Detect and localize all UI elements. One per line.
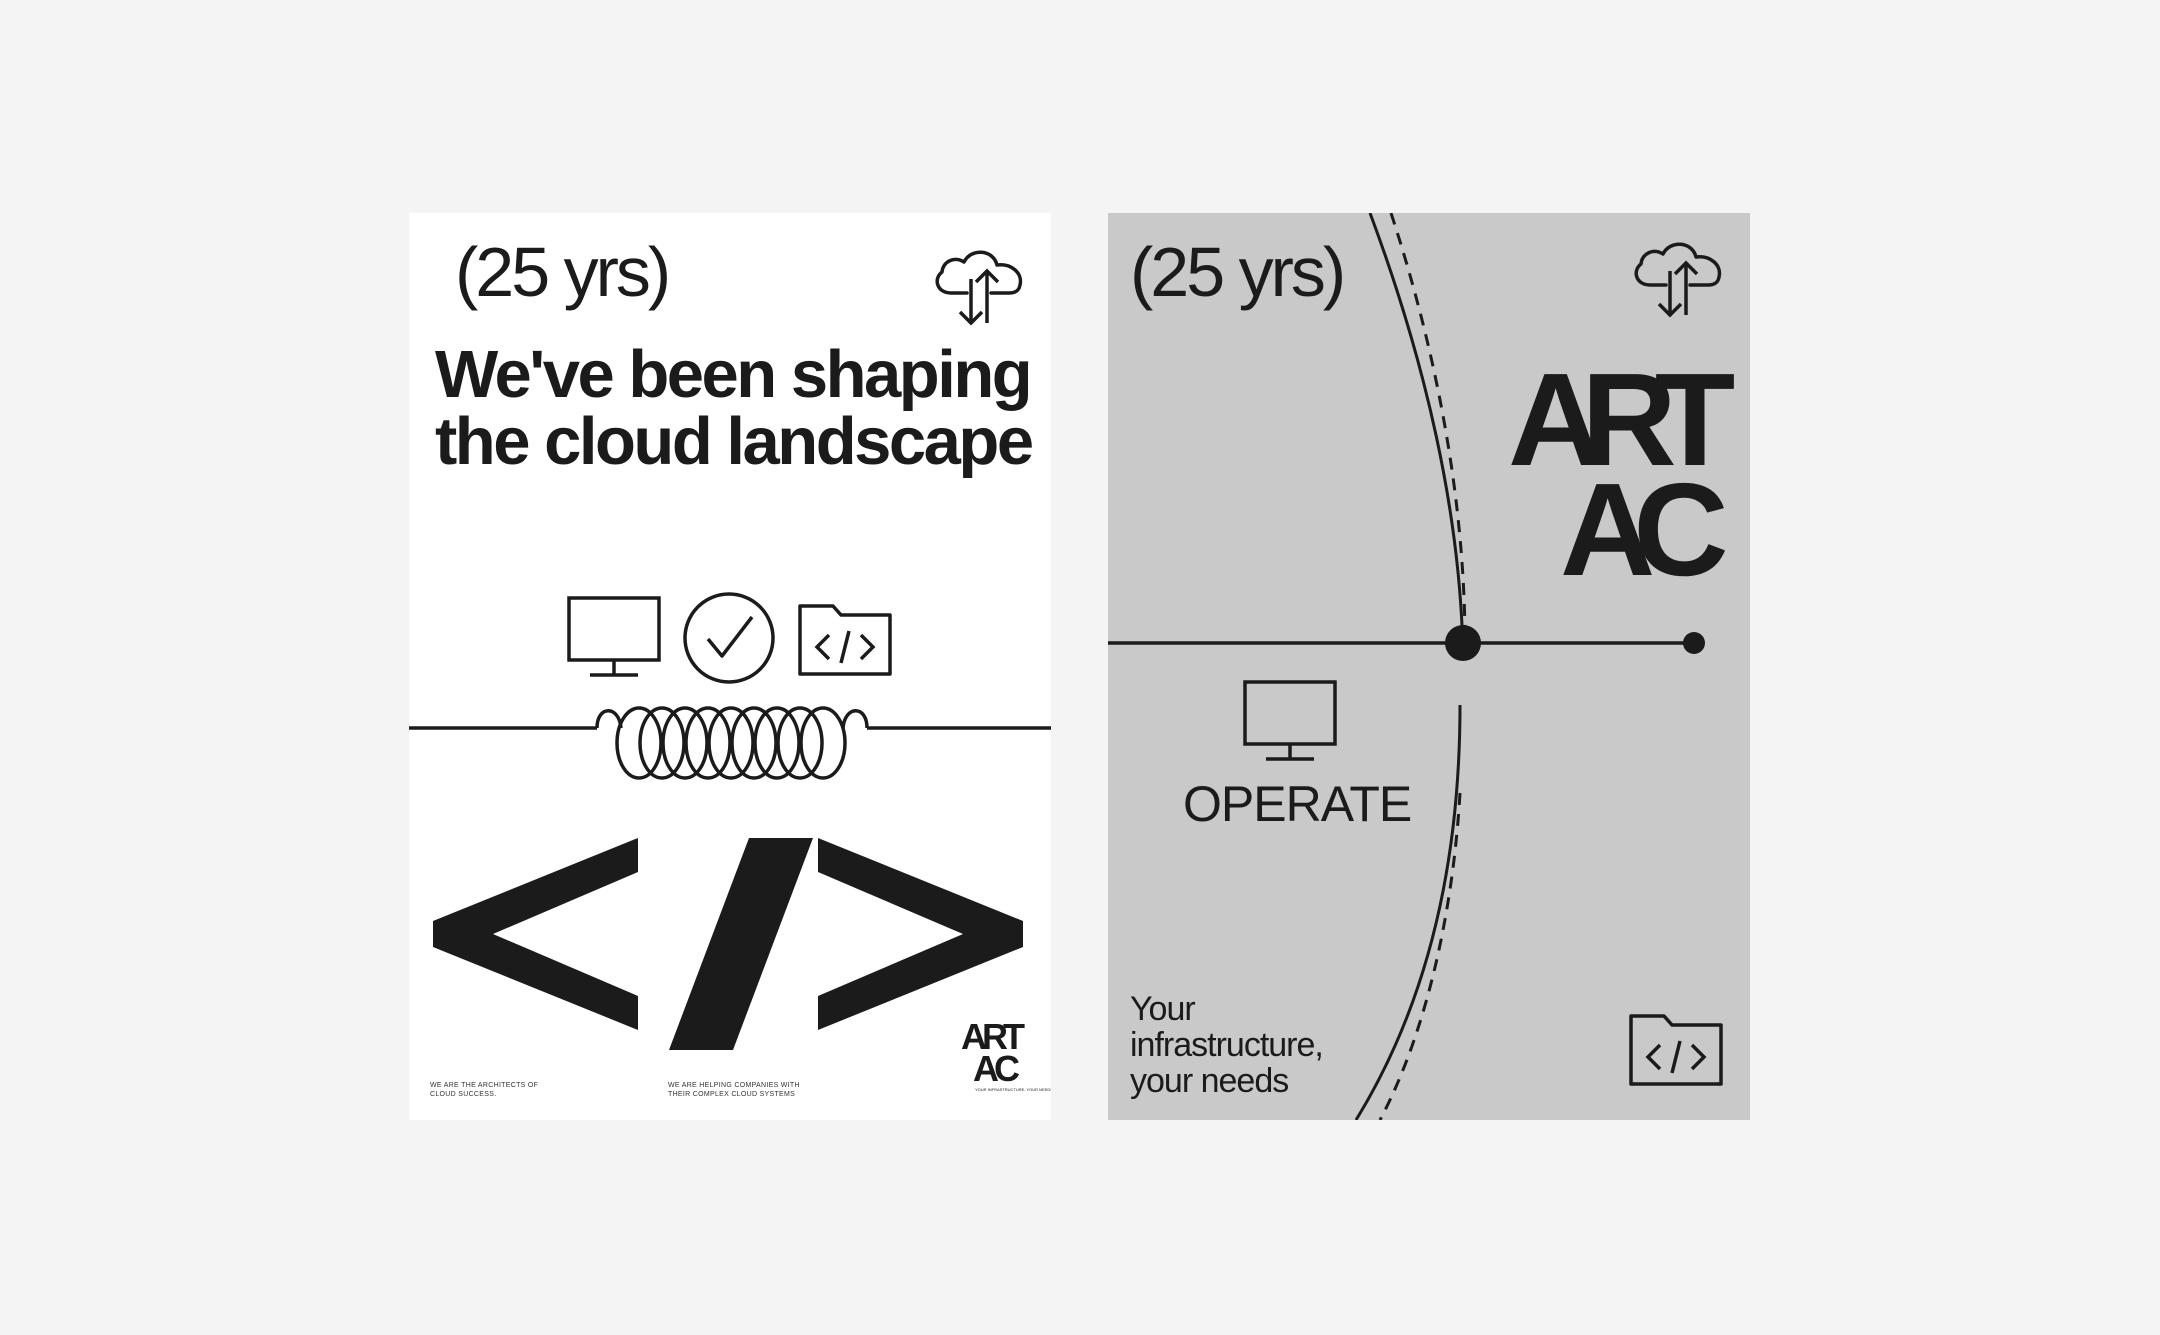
years-label: (25 yrs)	[455, 233, 671, 311]
artac-logo-small: ART AC YOUR INFRASTRUCTURE, YOUR NEEDS	[961, 1016, 1051, 1092]
note-helping: WE ARE HELPING COMPANIES WITH THEIR COMP…	[668, 1081, 800, 1099]
poster-grey: (25 yrs) ART AC OPERATE Your infrastruct…	[1108, 213, 1750, 1120]
monitor-icon	[1243, 680, 1337, 761]
check-circle-icon	[683, 592, 775, 684]
code-folder-icon	[1629, 1014, 1723, 1086]
tagline: Your infrastructure, your needs	[1130, 990, 1324, 1100]
poster-white: (25 yrs) We've been shaping the cloud la…	[409, 213, 1051, 1120]
tagline-line-2: infrastructure,	[1130, 1026, 1324, 1064]
cloud-sync-icon	[1634, 242, 1722, 318]
operate-label: OPERATE	[1183, 776, 1412, 832]
note-architects-line-1: WE ARE THE ARCHITECTS OF	[430, 1082, 539, 1089]
svg-text:ART: ART	[1508, 346, 1735, 493]
headline-line-1: We've been shaping	[435, 337, 1033, 412]
tagline-line-3: your needs	[1130, 1062, 1289, 1100]
note-helping-line-1: WE ARE HELPING COMPANIES WITH	[668, 1082, 800, 1089]
note-architects: WE ARE THE ARCHITECTS OF CLOUD SUCCESS.	[430, 1081, 538, 1099]
code-folder-icon	[798, 604, 892, 676]
svg-text:YOUR INFRASTRUCTURE, YOUR NEED: YOUR INFRASTRUCTURE, YOUR NEEDS	[975, 1087, 1051, 1092]
tagline-line-1: Your	[1130, 990, 1196, 1028]
svg-text:AC: AC	[1560, 456, 1725, 603]
svg-text:ART: ART	[961, 1016, 1025, 1057]
monitor-icon	[567, 596, 661, 677]
note-architects-line-2: CLOUD SUCCESS.	[430, 1091, 497, 1098]
years-label: (25 yrs)	[1130, 233, 1346, 311]
artac-logo-large: ART AC	[1508, 346, 1750, 603]
orbit-lines	[1108, 213, 1705, 1120]
svg-text:AC: AC	[973, 1048, 1020, 1089]
cloud-sync-icon	[935, 250, 1023, 326]
headline-line-2: the cloud landscape	[435, 404, 1034, 479]
coil-icon	[409, 706, 1051, 780]
note-helping-line-2: THEIR COMPLEX CLOUD SYSTEMS	[668, 1091, 796, 1098]
headline: We've been shaping the cloud landscape	[435, 337, 1034, 479]
code-glyph: </>	[433, 838, 1023, 1050]
